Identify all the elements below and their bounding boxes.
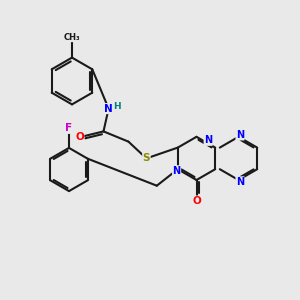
Text: N: N [236, 177, 244, 187]
Text: N: N [236, 130, 244, 140]
Text: O: O [192, 196, 201, 206]
Text: O: O [75, 131, 84, 142]
Text: F: F [65, 123, 73, 134]
Text: N: N [104, 103, 113, 114]
Text: H: H [113, 102, 121, 111]
Text: N: N [172, 166, 181, 176]
Text: S: S [143, 153, 150, 164]
Text: CH₃: CH₃ [64, 33, 80, 42]
Text: N: N [204, 135, 212, 146]
